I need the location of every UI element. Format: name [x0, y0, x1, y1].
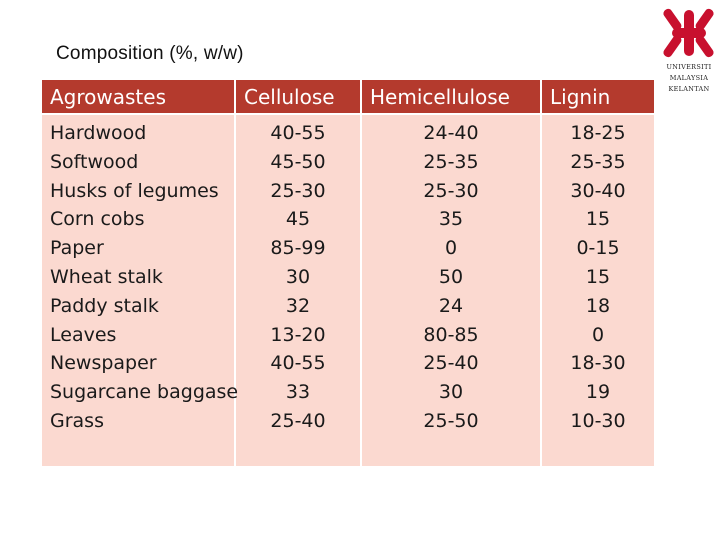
agrowaste-name: Leaves [50, 323, 117, 346]
column-header-lignin: Lignin [550, 84, 611, 109]
lignin-value: 15 [585, 208, 611, 231]
lignin-value: 25-35 [570, 150, 626, 173]
composition-table-container: Agrowastes Cellulose Hemicellulose Ligni… [42, 80, 654, 466]
agrowaste-names-column: Hardwood Softwood Husks of legumes Corn … [42, 115, 239, 466]
table-header-row: Agrowastes Cellulose Hemicellulose Ligni… [42, 80, 654, 113]
lignin-value: 10-30 [570, 409, 626, 432]
column-header-agrowastes: Agrowastes [42, 80, 236, 113]
hemicellulose-value: 25-35 [423, 150, 479, 173]
cellulose-value: 32 [285, 294, 311, 317]
cellulose-value: 33 [285, 381, 311, 404]
logo-line-1: UNIVERSITI [666, 63, 712, 71]
cellulose-value: 13-20 [270, 323, 326, 346]
agrowaste-name: Hardwood [50, 122, 147, 144]
lignin-value: 15 [585, 265, 611, 288]
university-logo: UNIVERSITI MALAYSIA KELANTAN [660, 4, 718, 100]
hemicellulose-value: 25-40 [423, 352, 479, 375]
agrowaste-name: Corn cobs [50, 208, 145, 231]
cellulose-value: 40-55 [270, 122, 326, 144]
cellulose-value: 25-30 [270, 179, 326, 202]
hemicellulose-value: 30 [438, 381, 464, 404]
hemicellulose-value: 25-30 [423, 179, 479, 202]
lignin-value: 0-15 [576, 237, 620, 260]
cellulose-value: 45 [285, 208, 311, 231]
lignin-values-column: 18-25 25-35 30-40 15 0-15 15 18 0 18-30 … [541, 115, 654, 466]
agrowaste-name: Wheat stalk [50, 265, 163, 288]
hemicellulose-value: 25-50 [423, 409, 479, 432]
cellulose-value: 45-50 [270, 150, 326, 173]
hemicellulose-value: 80-85 [423, 323, 479, 346]
cellulose-value: 30 [285, 265, 311, 288]
agrowaste-name: Softwood [50, 150, 139, 173]
logo-line-2: MALAYSIA [669, 74, 709, 82]
agrowaste-name: Sugarcane baggase [50, 381, 239, 404]
table-body-row: Hardwood Softwood Husks of legumes Corn … [42, 115, 654, 466]
cellulose-value: 85-99 [270, 237, 326, 260]
lignin-value: 30-40 [570, 179, 626, 202]
hemicellulose-values-column: 24-40 25-35 25-30 35 0 50 24 80-85 25-40… [361, 115, 542, 466]
lignin-value: 18 [585, 294, 611, 317]
cellulose-value: 40-55 [270, 352, 326, 375]
hemicellulose-value: 24-40 [423, 122, 479, 144]
table-caption: Composition (%, w/w) [56, 43, 244, 64]
lignin-value: 0 [591, 323, 605, 346]
university-logo-icon [663, 8, 714, 58]
agrowaste-name: Husks of legumes [50, 179, 219, 202]
composition-table: Agrowastes Cellulose Hemicellulose Ligni… [42, 80, 654, 466]
agrowaste-name: Grass [50, 409, 104, 432]
lignin-value: 18-30 [570, 352, 626, 375]
column-header-cellulose: Cellulose [235, 80, 362, 113]
cellulose-values-column: 40-55 45-50 25-30 45 85-99 30 32 13-20 4… [235, 115, 362, 466]
hemicellulose-value: 35 [438, 208, 464, 231]
hemicellulose-value: 24 [438, 294, 464, 317]
hemicellulose-value: 50 [438, 265, 464, 288]
hemicellulose-value: 0 [444, 237, 458, 260]
lignin-value: 18-25 [570, 122, 626, 144]
agrowaste-name: Paper [50, 237, 104, 260]
agrowaste-name: Paddy stalk [50, 294, 159, 317]
lignin-value: 19 [585, 381, 611, 404]
agrowaste-name: Newspaper [50, 352, 157, 375]
column-header-hemicellulose: Hemicellulose [361, 80, 542, 113]
logo-line-3: KELANTAN [668, 85, 710, 93]
cellulose-value: 25-40 [270, 409, 326, 432]
